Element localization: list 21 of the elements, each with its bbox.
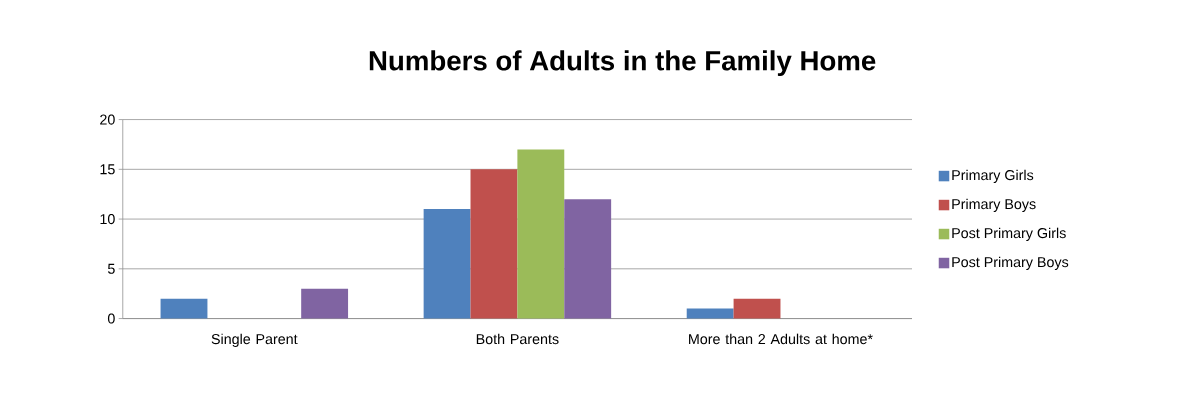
bar xyxy=(733,298,781,319)
bar xyxy=(686,308,734,319)
x-tick-label: Single Parent xyxy=(211,333,298,348)
legend-label: Primary Boys xyxy=(952,198,1036,213)
legend-label: Post Primary Boys xyxy=(952,256,1069,271)
chart-title: Numbers of Adults in the Family Home xyxy=(369,50,876,77)
y-tick-label: 20 xyxy=(100,114,115,125)
bar xyxy=(301,288,349,319)
bar xyxy=(423,209,471,319)
legend-label: Primary Girls xyxy=(952,169,1034,184)
bar xyxy=(470,169,518,319)
x-tick-label: More than 2 Adults at home* xyxy=(689,333,873,345)
y-tick-label: 15 xyxy=(100,164,115,175)
bar xyxy=(160,298,208,319)
x-tick-label: Both Parents xyxy=(476,333,559,345)
y-tick-label: 0 xyxy=(107,313,115,324)
bar xyxy=(517,149,565,319)
y-tick-label: 5 xyxy=(107,264,115,275)
legend-label: Post Primary Girls xyxy=(952,227,1066,242)
bar xyxy=(564,199,612,319)
y-tick-label: 10 xyxy=(100,214,115,225)
